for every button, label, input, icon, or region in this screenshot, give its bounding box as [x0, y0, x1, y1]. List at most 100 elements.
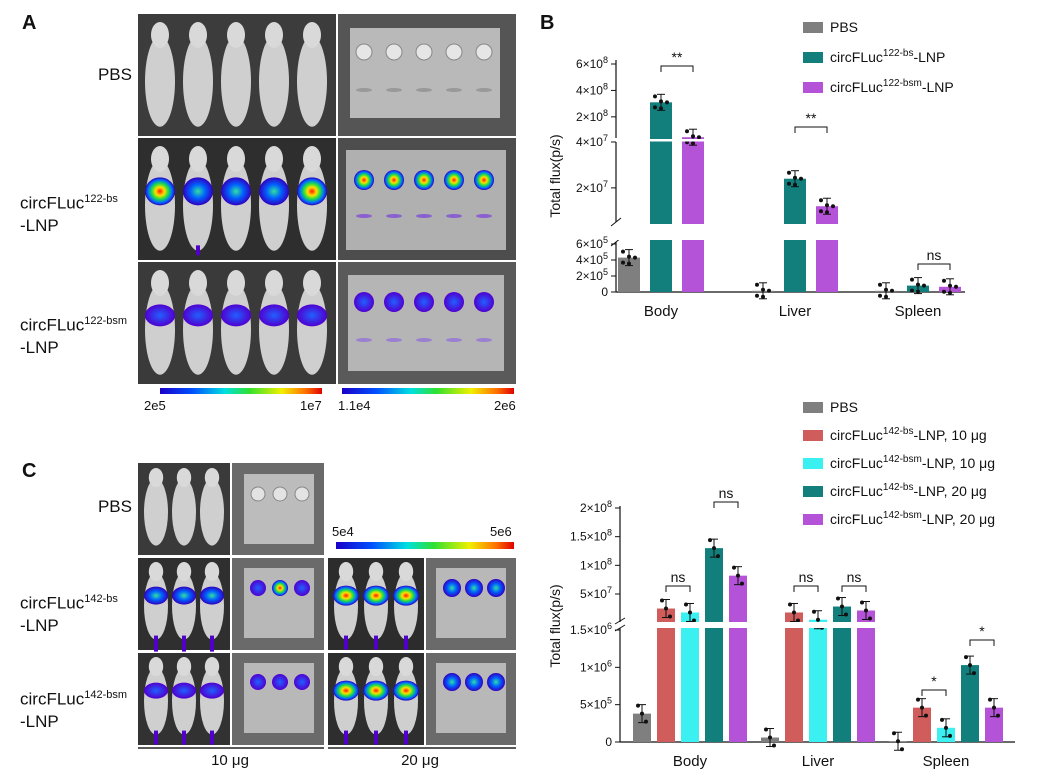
organ-liver [272, 580, 288, 596]
organ-liver [385, 43, 403, 61]
mouse-head [151, 146, 169, 172]
organ-spleen [446, 214, 462, 218]
y-tick-label: 4×108 [576, 81, 608, 97]
mouse-head [398, 562, 414, 582]
data-point [916, 697, 920, 702]
organ-liver [272, 486, 288, 502]
signal-blob [200, 586, 224, 605]
data-point [825, 203, 829, 208]
organ-spleen [446, 338, 462, 342]
organ-liver [415, 43, 433, 61]
data-point [868, 616, 872, 621]
organ-liver [443, 579, 461, 597]
organ-spleen [476, 338, 492, 342]
tail-signal [404, 730, 408, 745]
data-point [996, 713, 1000, 718]
data-point [972, 671, 976, 676]
data-point [892, 731, 896, 736]
data-point [819, 209, 823, 214]
legend-swatch-4 [803, 514, 823, 525]
data-point [691, 141, 695, 146]
organ-liver [354, 292, 374, 312]
x-tick-label-body: Body [673, 753, 708, 770]
data-point [755, 293, 759, 298]
data-point [732, 565, 736, 570]
organ-liver [445, 43, 463, 61]
y-tick-label: 4×107 [576, 133, 608, 149]
organ-spleen [386, 88, 402, 92]
sig-bracket [921, 689, 947, 696]
mouse-head [368, 562, 384, 582]
legend-label-1: circFLuc122-bs-LNP [830, 48, 945, 65]
organ-liver [444, 292, 464, 312]
sig-bracket [713, 501, 739, 508]
data-point [819, 198, 823, 203]
signal-blob [221, 177, 251, 206]
signal-blob [145, 304, 175, 327]
data-point [772, 743, 776, 748]
signal-blob [259, 304, 289, 327]
data-point [692, 618, 696, 623]
data-point [878, 282, 882, 287]
tail-signal [404, 635, 408, 650]
y-axis-title: Total flux(p/s) [547, 134, 563, 217]
x-tick-label-spleen: Spleen [923, 753, 970, 770]
data-point [684, 602, 688, 607]
tail-signal [154, 635, 158, 652]
y-axis-title: Total flux(p/s) [547, 584, 563, 667]
tail-signal [154, 730, 158, 745]
data-point [636, 703, 640, 708]
scale-a-body-min: 2e5 [144, 398, 166, 413]
sig-label: ns [719, 485, 734, 501]
y-tick-label: 1×108 [580, 556, 612, 572]
data-point [942, 278, 946, 283]
y-tick-label: 0 [601, 285, 608, 299]
signal-blob [221, 304, 251, 327]
data-point [884, 287, 888, 292]
data-point [964, 655, 968, 660]
organ-liver [384, 292, 404, 312]
y-tick-label: 2×107 [576, 179, 608, 195]
data-point [948, 733, 952, 738]
mouse-head [368, 657, 384, 677]
mouse-head [148, 657, 164, 677]
y-tick-label: 2×105 [576, 267, 608, 283]
mouse-head [176, 468, 192, 488]
legend-label-0: PBS [830, 19, 858, 35]
data-point [896, 739, 900, 744]
bar-body-s1 [650, 102, 672, 292]
data-point [796, 618, 800, 623]
data-point [878, 293, 882, 298]
chart-c: 0 5×105 1×106 1.5×106 5×107 1×108 1.5×108 2×108… [547, 399, 1015, 770]
organ-liver [294, 580, 310, 596]
y-tick-label: 1.5×108 [570, 528, 612, 544]
y-tick-label: 4×105 [576, 251, 608, 267]
organ-spleen [356, 88, 372, 92]
data-point [767, 288, 771, 293]
organ-liver [474, 292, 494, 312]
data-point [755, 282, 759, 287]
sig-bracket [660, 65, 694, 72]
tail-signal [182, 635, 186, 652]
data-point [627, 261, 631, 266]
data-point [664, 606, 668, 611]
organ-spleen [386, 338, 402, 342]
tail-signal [374, 730, 378, 745]
data-point [968, 663, 972, 668]
scale-c-max: 5e6 [490, 524, 512, 539]
data-point [787, 170, 791, 175]
mouse-head [265, 146, 283, 172]
bar-body-s0 [618, 257, 640, 292]
organ-spleen [386, 214, 402, 218]
bar-liver-s4 [857, 610, 875, 742]
data-point [840, 604, 844, 609]
signal-blob [144, 586, 168, 605]
mouse-head [148, 468, 164, 488]
signal-blob [393, 585, 419, 606]
data-point [948, 290, 952, 295]
bar-body-s3 [705, 548, 723, 742]
data-point [659, 106, 663, 111]
data-point [940, 717, 944, 722]
